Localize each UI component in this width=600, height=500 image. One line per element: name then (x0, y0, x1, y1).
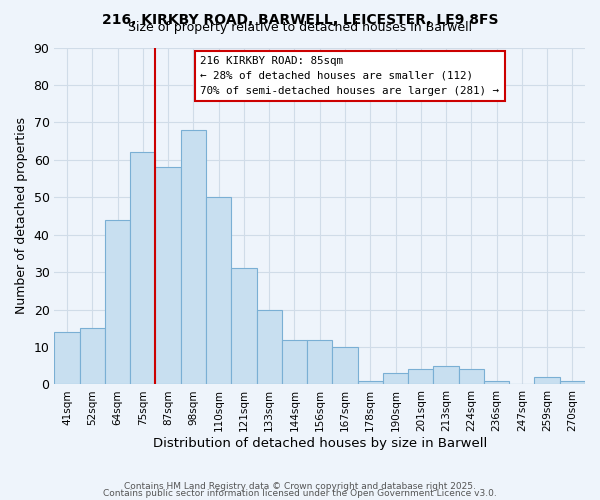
Bar (231, 268, 257, 384)
Bar (282, 340, 307, 384)
Text: 216 KIRKBY ROAD: 85sqm
← 28% of detached houses are smaller (112)
70% of semi-de: 216 KIRKBY ROAD: 85sqm ← 28% of detached… (200, 56, 499, 96)
Bar (535, 377, 560, 384)
Bar (130, 152, 155, 384)
Bar (332, 347, 358, 385)
Bar (206, 198, 231, 384)
Bar (358, 380, 383, 384)
Bar (257, 310, 282, 384)
Bar (181, 130, 206, 384)
Bar (105, 220, 130, 384)
X-axis label: Distribution of detached houses by size in Barwell: Distribution of detached houses by size … (152, 437, 487, 450)
Text: Contains HM Land Registry data © Crown copyright and database right 2025.: Contains HM Land Registry data © Crown c… (124, 482, 476, 491)
Bar (383, 373, 408, 384)
Bar (458, 370, 484, 384)
Bar (307, 340, 332, 384)
Bar (433, 366, 458, 384)
Text: 216, KIRKBY ROAD, BARWELL, LEICESTER, LE9 8FS: 216, KIRKBY ROAD, BARWELL, LEICESTER, LE… (102, 12, 498, 26)
Text: Contains public sector information licensed under the Open Government Licence v3: Contains public sector information licen… (103, 488, 497, 498)
Bar (560, 380, 585, 384)
Bar (408, 370, 433, 384)
Y-axis label: Number of detached properties: Number of detached properties (15, 118, 28, 314)
Bar (80, 328, 105, 384)
Bar (155, 168, 181, 384)
Text: Size of property relative to detached houses in Barwell: Size of property relative to detached ho… (128, 22, 472, 35)
Bar (55, 332, 80, 384)
Bar (484, 380, 509, 384)
